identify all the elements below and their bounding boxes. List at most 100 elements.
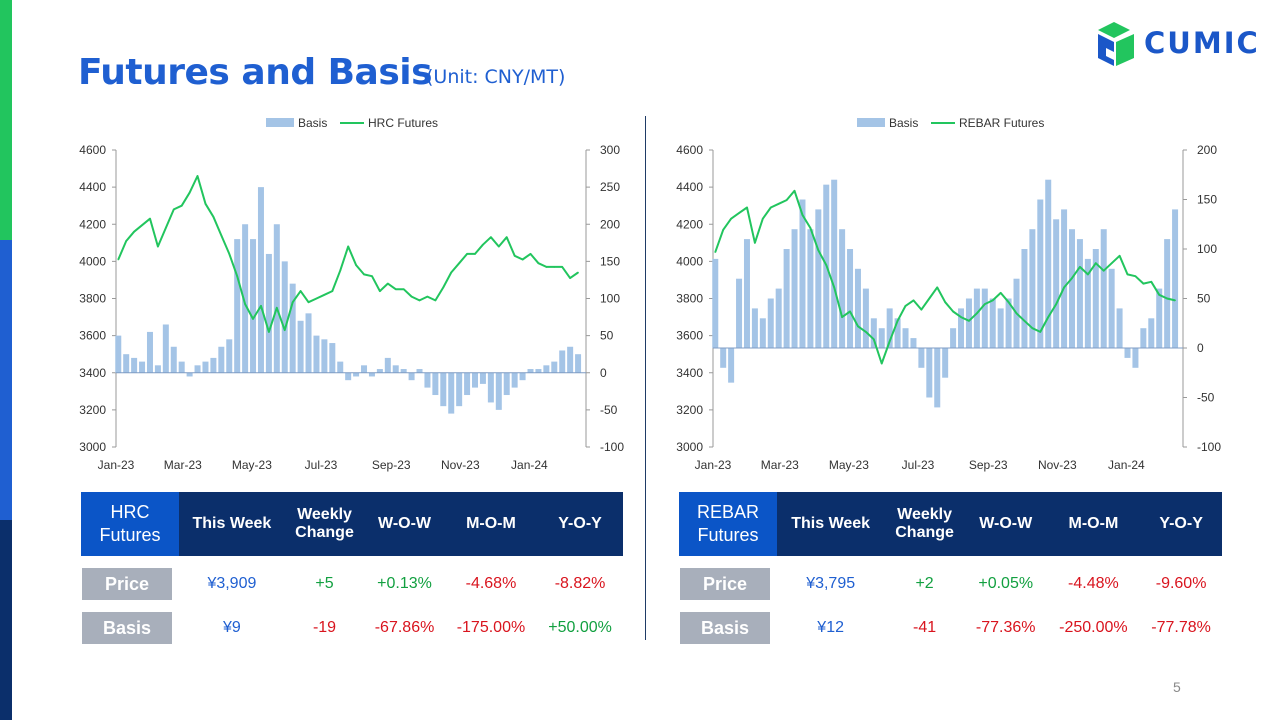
table-row: Basis ¥12 -41 -77.36% -250.00% -77.78%: [679, 606, 1222, 650]
futures-point: [984, 303, 986, 305]
right-tick-label: -50: [1197, 391, 1215, 405]
rebar-stats-table: REBAR Futures This Week Weekly Change W-O-W M-…: [679, 492, 1222, 650]
basis-bar: [321, 339, 328, 373]
basis-bar: [131, 357, 138, 373]
basis-bar: [878, 328, 885, 348]
futures-point: [561, 266, 564, 268]
right-tick-label: -100: [600, 440, 624, 454]
futures-point: [1039, 331, 1042, 333]
table-cell: -175.00%: [456, 619, 526, 636]
table-cell: -41: [913, 619, 937, 636]
right-tick-label: 50: [1197, 292, 1211, 306]
basis-bar: [329, 343, 336, 373]
basis-bar: [997, 308, 1004, 348]
futures-point: [434, 299, 437, 302]
futures-point: [220, 234, 223, 237]
basis-bar: [712, 258, 719, 348]
futures-point: [833, 286, 835, 289]
table-product-header: REBAR Futures: [679, 492, 777, 556]
product-header-line: HRC: [110, 502, 150, 522]
table-column-header: M-O-M: [444, 492, 538, 556]
futures-point: [1174, 299, 1176, 302]
table-cell: +2: [915, 575, 934, 592]
row-label: Price: [680, 568, 770, 600]
basis-bar: [527, 369, 534, 373]
basis-bar: [305, 313, 312, 373]
basis-bars: [712, 179, 1179, 408]
basis-bar: [361, 365, 368, 373]
basis-bar: [894, 318, 901, 348]
x-tick-label: Jan-24: [511, 458, 548, 472]
basis-bar: [783, 249, 790, 348]
futures-points: [714, 190, 1176, 365]
futures-point: [1158, 293, 1161, 296]
futures-point: [307, 301, 310, 304]
futures-point: [1015, 312, 1018, 315]
table-column-header: M-O-M: [1046, 492, 1141, 556]
basis-bar: [1053, 219, 1060, 348]
right-tick-label: 100: [600, 292, 620, 306]
futures-point: [157, 245, 159, 248]
table-cell: -4.68%: [465, 575, 517, 592]
basis-bar: [472, 372, 479, 388]
right-tick-label: 100: [1197, 242, 1217, 256]
legend-futures-label: REBAR Futures: [959, 116, 1044, 130]
futures-point: [426, 295, 429, 298]
basis-bar: [424, 372, 431, 388]
basis-bar: [728, 348, 735, 383]
basis-bar: [1076, 239, 1083, 348]
basis-bar: [815, 209, 822, 348]
center-divider: [645, 116, 646, 640]
table-cell: -77.78%: [1151, 619, 1211, 636]
basis-bar: [1164, 239, 1171, 348]
table-column-header: This Week: [179, 492, 285, 556]
basis-bar: [297, 320, 304, 373]
basis-bar: [1092, 249, 1099, 348]
futures-point: [1087, 273, 1089, 276]
right-tick-label: 200: [600, 217, 620, 231]
futures-point: [896, 319, 899, 322]
futures-point: [928, 297, 931, 300]
legend-basis-swatch: [857, 118, 885, 127]
legend-basis-label: Basis: [298, 116, 327, 130]
basis-bar: [831, 179, 838, 348]
futures-point: [1079, 266, 1081, 268]
basis-bar: [862, 288, 869, 348]
futures-point: [347, 245, 349, 248]
column-header-line: Weekly: [897, 506, 952, 523]
basis-bar: [289, 283, 296, 373]
basis-bar: [1045, 179, 1052, 348]
futures-point: [474, 253, 476, 255]
basis-bar: [973, 288, 980, 348]
futures-point: [268, 331, 270, 333]
basis-bar: [767, 298, 774, 348]
table-header-row: HRC Futures This Week Weekly Change W-O-W M-O-…: [81, 492, 623, 556]
basis-bar: [257, 187, 264, 373]
cumic-logo-icon: [1098, 22, 1134, 66]
futures-point: [410, 295, 413, 298]
basis-bar: [839, 229, 846, 348]
basis-bar: [1116, 308, 1123, 348]
basis-bar: [400, 369, 407, 373]
column-header-line: Change: [895, 524, 954, 541]
table-cell: +0.05%: [978, 575, 1034, 592]
basis-bar: [720, 348, 727, 368]
legend-futures-label: HRC Futures: [368, 116, 438, 130]
basis-bar: [234, 239, 241, 373]
basis-bar: [551, 361, 558, 373]
basis-bar: [123, 354, 130, 373]
futures-point: [952, 310, 954, 313]
basis-bar: [194, 365, 201, 373]
x-tick-label: Jul-23: [902, 458, 935, 472]
futures-point: [133, 230, 135, 233]
futures-point: [291, 301, 294, 304]
legend-basis-swatch: [266, 118, 294, 127]
futures-point: [738, 212, 740, 214]
basis-bar: [210, 357, 217, 373]
basis-bar: [559, 350, 566, 373]
futures-point: [450, 271, 453, 274]
futures-point: [1023, 319, 1026, 322]
futures-point: [873, 338, 875, 341]
basis-bar: [775, 288, 782, 348]
basis-bar: [313, 335, 320, 373]
